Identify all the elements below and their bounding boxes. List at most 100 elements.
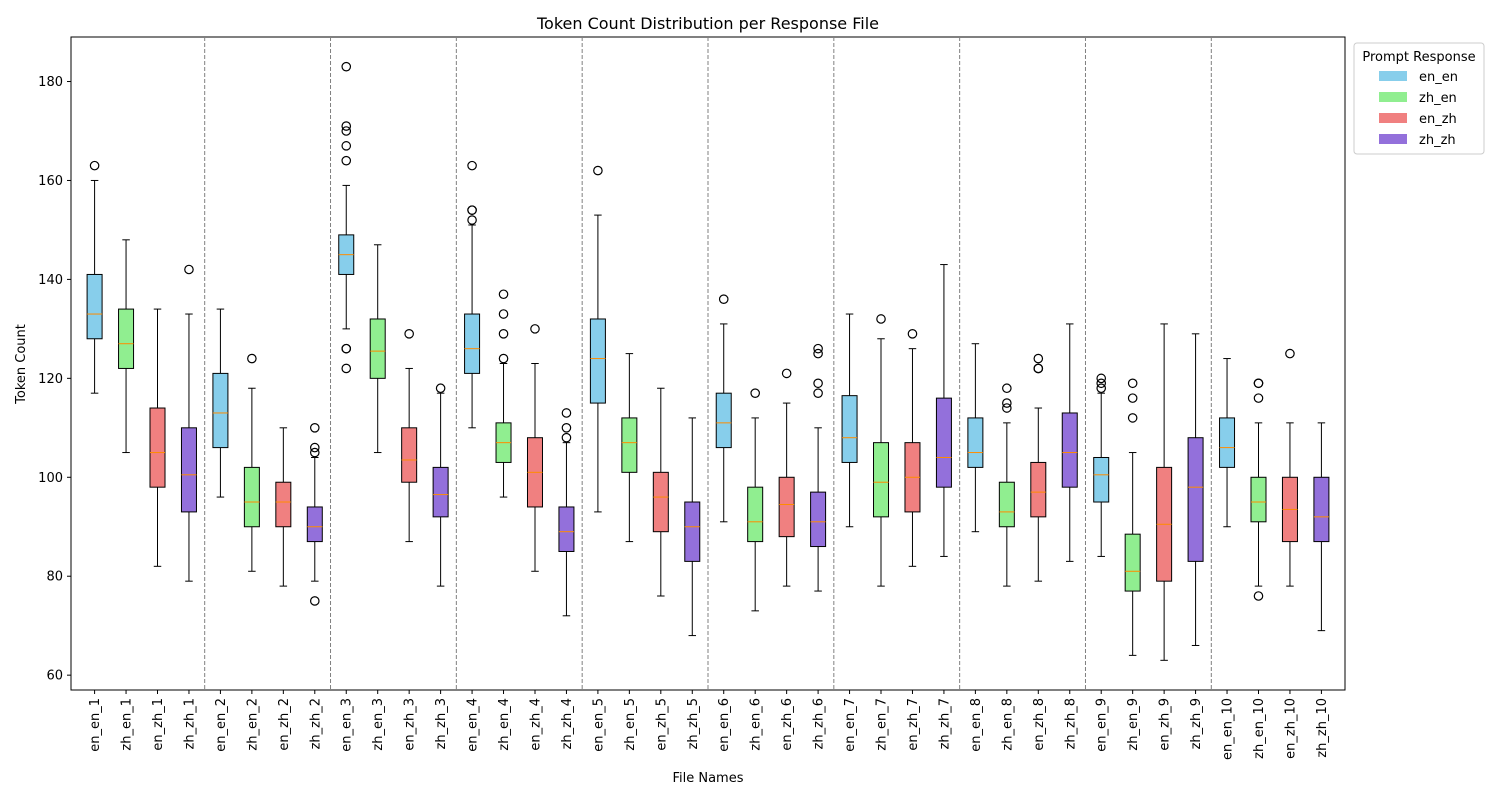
y-tick-label: 180 bbox=[38, 75, 63, 90]
x-tick-label: zh_en_7 bbox=[875, 698, 890, 751]
outlier-point bbox=[1002, 398, 1012, 408]
iqr-box bbox=[432, 466, 449, 518]
x-tick-label: zh_en_5 bbox=[623, 698, 638, 751]
iqr-box bbox=[369, 318, 386, 379]
box-zh_en_4 bbox=[495, 289, 512, 498]
outlier-point bbox=[309, 442, 320, 453]
outlier-point bbox=[498, 289, 509, 300]
box-zh_zh_5 bbox=[684, 417, 701, 637]
box-en_zh_6 bbox=[778, 368, 795, 587]
y-tick-label: 100 bbox=[38, 471, 63, 486]
outlier-point bbox=[750, 388, 760, 398]
iqr-box bbox=[621, 417, 638, 473]
outlier-point bbox=[184, 264, 194, 275]
iqr-box bbox=[1313, 476, 1330, 543]
x-tick-label: en_zh_3 bbox=[403, 698, 418, 751]
box-zh_en_2 bbox=[243, 353, 260, 572]
box-en_en_8 bbox=[967, 343, 984, 533]
x-tick-label: en_zh_6 bbox=[780, 698, 795, 751]
outlier-point bbox=[718, 294, 729, 304]
outlier-point bbox=[561, 423, 572, 433]
outlier-point bbox=[561, 432, 572, 443]
x-tick-label: en_en_2 bbox=[214, 698, 229, 752]
iqr-box bbox=[118, 308, 135, 369]
outlier-point bbox=[309, 423, 320, 433]
x-tick-label: zh_zh_7 bbox=[937, 698, 952, 749]
outlier-point bbox=[1253, 393, 1264, 403]
outlier-point bbox=[1253, 378, 1264, 389]
box-en_en_5 bbox=[589, 165, 606, 513]
x-tick-label: zh_en_3 bbox=[371, 698, 386, 751]
box-zh_en_5 bbox=[621, 353, 638, 543]
x-tick-label: zh_zh_3 bbox=[434, 698, 449, 749]
outlier-point bbox=[309, 596, 320, 606]
outlier-point bbox=[435, 383, 446, 394]
iqr-box bbox=[652, 471, 669, 533]
y-tick-label: 160 bbox=[38, 174, 63, 189]
plot-area: 60 80 100 120 140 160 180 en_en_1 zh_en_1 en_zh_1… bbox=[38, 36, 1346, 760]
outlier-point bbox=[907, 329, 918, 339]
outlier-point bbox=[561, 408, 572, 418]
x-tick-label: en_en_9 bbox=[1095, 698, 1110, 752]
x-tick-label: zh_en_4 bbox=[497, 698, 512, 751]
box-en_en_7 bbox=[841, 313, 858, 528]
outlier-point bbox=[467, 205, 477, 215]
iqr-box bbox=[967, 417, 984, 468]
x-tick-label: en_zh_9 bbox=[1158, 698, 1173, 751]
iqr-box bbox=[86, 273, 103, 340]
box-en_zh_7 bbox=[904, 329, 921, 567]
x-tick-label: en_en_1 bbox=[88, 698, 103, 752]
box-zh_zh_10 bbox=[1313, 422, 1330, 632]
x-tick-label: en_en_6 bbox=[717, 698, 732, 752]
x-tick-label: en_zh_10 bbox=[1283, 698, 1298, 759]
legend-label-zh_zh: zh_zh bbox=[1419, 133, 1456, 148]
outlier-point bbox=[1002, 383, 1012, 394]
x-tick-label: en_zh_8 bbox=[1032, 698, 1047, 751]
outlier-point bbox=[813, 348, 823, 359]
iqr-box bbox=[873, 442, 890, 518]
iqr-box bbox=[778, 476, 795, 538]
outlier-point bbox=[498, 353, 509, 364]
box-zh_en_7 bbox=[873, 314, 890, 587]
iqr-box bbox=[810, 491, 827, 548]
x-tick-label: zh_en_2 bbox=[245, 698, 260, 751]
iqr-box bbox=[180, 427, 197, 513]
iqr-box bbox=[998, 481, 1015, 528]
outlier-point bbox=[341, 141, 352, 151]
outlier-point bbox=[467, 160, 477, 171]
x-tick-label: zh_zh_1 bbox=[182, 698, 197, 749]
x-tick-label: en_zh_4 bbox=[528, 698, 543, 751]
box-zh_en_6 bbox=[747, 388, 764, 612]
x-tick-label: en_en_5 bbox=[591, 698, 606, 752]
box-zh_zh_1 bbox=[180, 264, 197, 582]
outlier-point bbox=[1127, 378, 1138, 389]
box-en_zh_9 bbox=[1156, 323, 1173, 661]
outlier-point bbox=[876, 314, 886, 324]
outlier-point bbox=[813, 378, 823, 389]
outlier-point bbox=[498, 329, 509, 339]
y-tick-label: 60 bbox=[46, 669, 63, 684]
box-zh_en_10 bbox=[1250, 378, 1267, 601]
box-en_en_1 bbox=[86, 160, 103, 394]
outlier-point bbox=[781, 368, 792, 379]
box-en_en_3 bbox=[338, 61, 355, 374]
iqr-box bbox=[1250, 476, 1267, 523]
box-zh_en_3 bbox=[369, 244, 386, 454]
box-en_en_9 bbox=[1093, 373, 1110, 557]
iqr-box bbox=[464, 313, 481, 374]
outlier-point bbox=[813, 343, 823, 354]
box-en_zh_3 bbox=[401, 329, 418, 543]
x-tick-label: zh_zh_9 bbox=[1189, 698, 1204, 749]
legend-label-zh_en: zh_en bbox=[1419, 91, 1457, 106]
x-tick-label: zh_zh_8 bbox=[1063, 698, 1078, 749]
iqr-box bbox=[935, 397, 952, 488]
iqr-box bbox=[275, 481, 292, 528]
outlier-point bbox=[1002, 403, 1012, 413]
y-tick-label: 140 bbox=[38, 273, 63, 288]
x-tick-label: zh_zh_6 bbox=[812, 698, 827, 749]
x-tick-label: en_en_10 bbox=[1221, 698, 1236, 760]
x-tick-label: en_zh_1 bbox=[151, 698, 166, 751]
outlier-point bbox=[1033, 353, 1044, 364]
